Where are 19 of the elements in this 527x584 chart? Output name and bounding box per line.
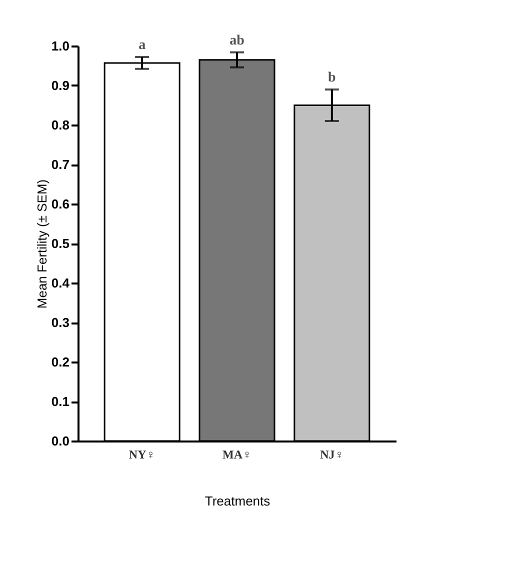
annotation: b bbox=[328, 70, 336, 86]
annotation: ab bbox=[230, 33, 245, 48]
x-tick-label: MA♀ bbox=[222, 448, 252, 462]
y-tick-label: 1.0 bbox=[51, 38, 70, 54]
y-tick-label: 0.0 bbox=[51, 434, 70, 448]
y-tick-label: 0.5 bbox=[51, 236, 70, 251]
y-tick-label: 0.7 bbox=[51, 157, 70, 172]
y-tick-label: 0.9 bbox=[51, 78, 70, 93]
y-tick-label: 0.4 bbox=[51, 276, 70, 290]
y-tick-label: 0.8 bbox=[51, 118, 70, 132]
y-axis-title: Mean Fertility (± SEM) bbox=[34, 179, 50, 309]
y-tick-label: 0.1 bbox=[51, 394, 70, 409]
x-axis-title: Treatments bbox=[204, 494, 271, 508]
y-tick-label: 0.2 bbox=[51, 354, 70, 370]
x-tick-label: NJ♀ bbox=[320, 448, 344, 462]
y-tick-label: 0.6 bbox=[51, 196, 70, 212]
annotation: a bbox=[138, 38, 146, 54]
y-tick-label: 0.3 bbox=[51, 315, 70, 330]
x-tick-label: NY♀ bbox=[128, 448, 156, 462]
